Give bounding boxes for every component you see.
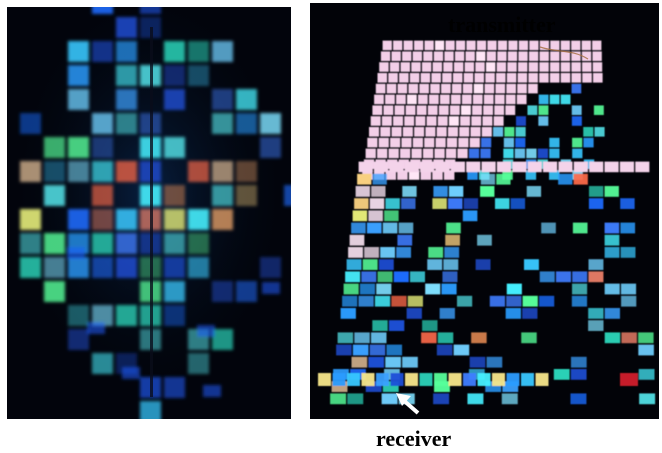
reflected-led-pattern-photo xyxy=(7,7,291,419)
transmitter-label: transmitter xyxy=(448,12,556,37)
receiver-label: receiver xyxy=(376,426,452,451)
led-floor-tile-array-photo xyxy=(310,3,659,419)
reflected-led-pattern-image xyxy=(7,7,291,419)
arrow-icon xyxy=(396,393,420,415)
led-floor-tile-array-image xyxy=(310,3,659,419)
